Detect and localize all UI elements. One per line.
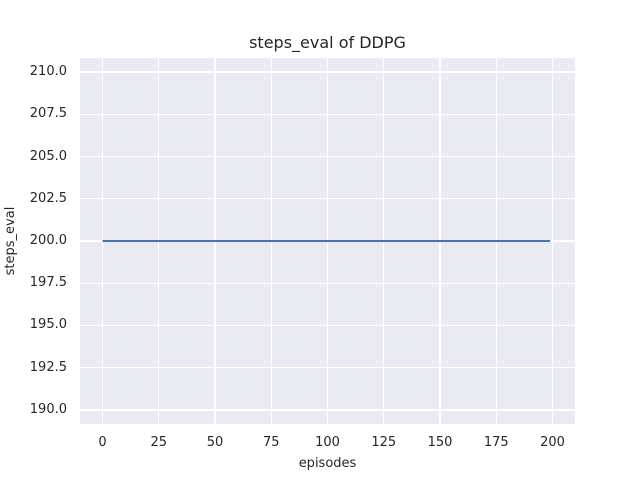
plot-area <box>80 58 575 424</box>
y-gridline <box>80 71 575 73</box>
y-tick-label: 205.0 <box>29 148 67 164</box>
y-gridline <box>80 282 575 284</box>
series-layer <box>102 240 551 242</box>
x-axis-label: episodes <box>298 456 357 471</box>
x-tick-label: 25 <box>150 435 168 450</box>
y-tick-label: 192.5 <box>29 359 67 375</box>
y-gridline <box>80 113 575 115</box>
x-tick-label: 0 <box>98 435 107 450</box>
y-gridline <box>80 367 575 369</box>
x-tick-label: 200 <box>540 435 565 450</box>
x-tick-label: 50 <box>206 435 224 450</box>
y-tick-label: 210.0 <box>29 64 67 80</box>
y-gridline <box>80 198 575 200</box>
y-tick-label: 207.5 <box>29 106 67 122</box>
y-gridline <box>80 324 575 327</box>
y-gridline <box>80 155 575 158</box>
x-tick-label: 75 <box>262 435 280 450</box>
x-tick-label: 150 <box>427 435 453 450</box>
y-tick-label: 202.5 <box>29 190 67 206</box>
y-tick-label: 197.5 <box>29 275 67 291</box>
y-tick-label: 195.0 <box>29 317 67 333</box>
x-tick-label: 125 <box>371 435 397 450</box>
y-gridline <box>80 409 575 411</box>
y-tick-label: 200.0 <box>29 233 67 248</box>
y-tick-label: 190.0 <box>29 401 67 417</box>
x-tick-label: 175 <box>483 435 509 450</box>
chart-title: steps_eval of DDPG <box>249 33 406 52</box>
x-tick-label: 100 <box>315 435 340 450</box>
